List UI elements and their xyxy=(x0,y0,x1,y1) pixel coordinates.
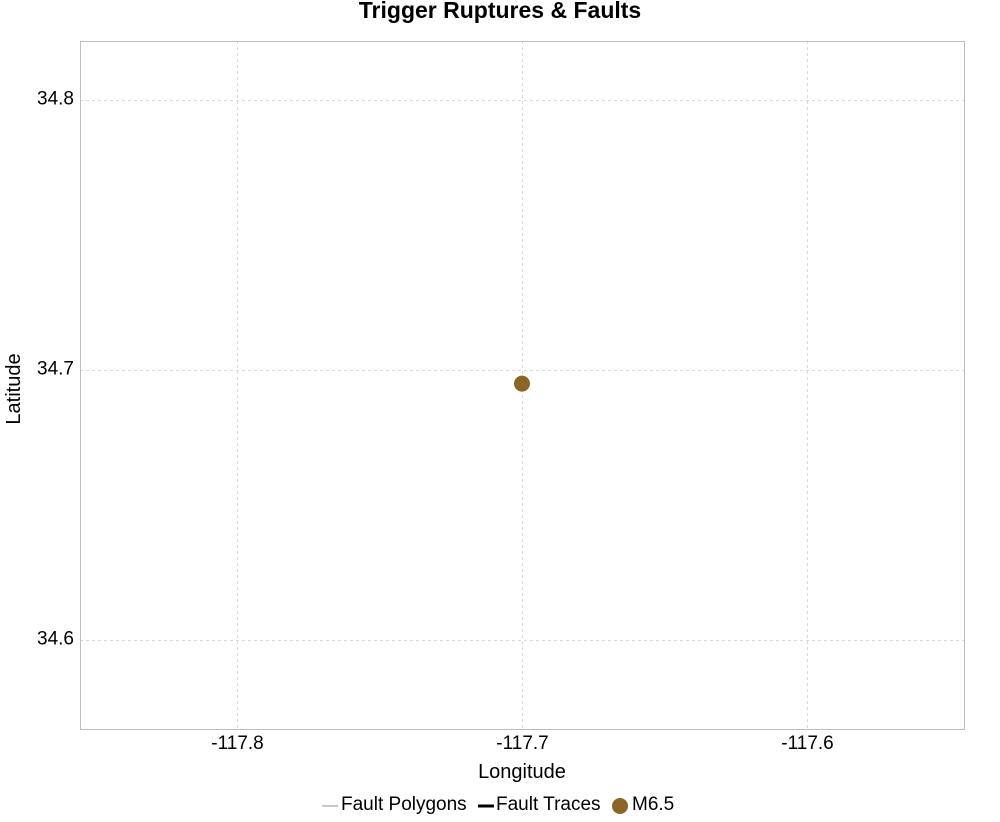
y-tick-label: 34.8 xyxy=(37,89,74,110)
legend-label-fault-polygons: Fault Polygons xyxy=(341,794,467,815)
data-point-m6-5 xyxy=(514,375,530,392)
legend-label-m6-5: M6.5 xyxy=(632,794,674,815)
plot-area xyxy=(80,41,965,730)
data-points xyxy=(514,375,530,392)
x-tick-label: -117.6 xyxy=(781,733,833,754)
legend: Fault Polygons Fault Traces M6.5 xyxy=(322,794,674,815)
x-axis-ticks: -117.8 -117.7 -117.6 xyxy=(211,733,833,754)
chart-title: Trigger Ruptures & Faults xyxy=(359,0,641,23)
y-axis-label: Latitude xyxy=(3,353,25,424)
y-axis-ticks: 34.6 34.7 34.8 xyxy=(37,89,74,650)
x-tick-label: -117.8 xyxy=(211,733,263,754)
y-tick-label: 34.7 xyxy=(37,359,74,380)
y-tick-label: 34.6 xyxy=(37,629,74,650)
legend-swatch-m6-5 xyxy=(612,798,628,814)
x-tick-label: -117.7 xyxy=(496,733,548,754)
x-axis-label: Longitude xyxy=(478,761,566,783)
legend-label-fault-traces: Fault Traces xyxy=(496,794,601,815)
